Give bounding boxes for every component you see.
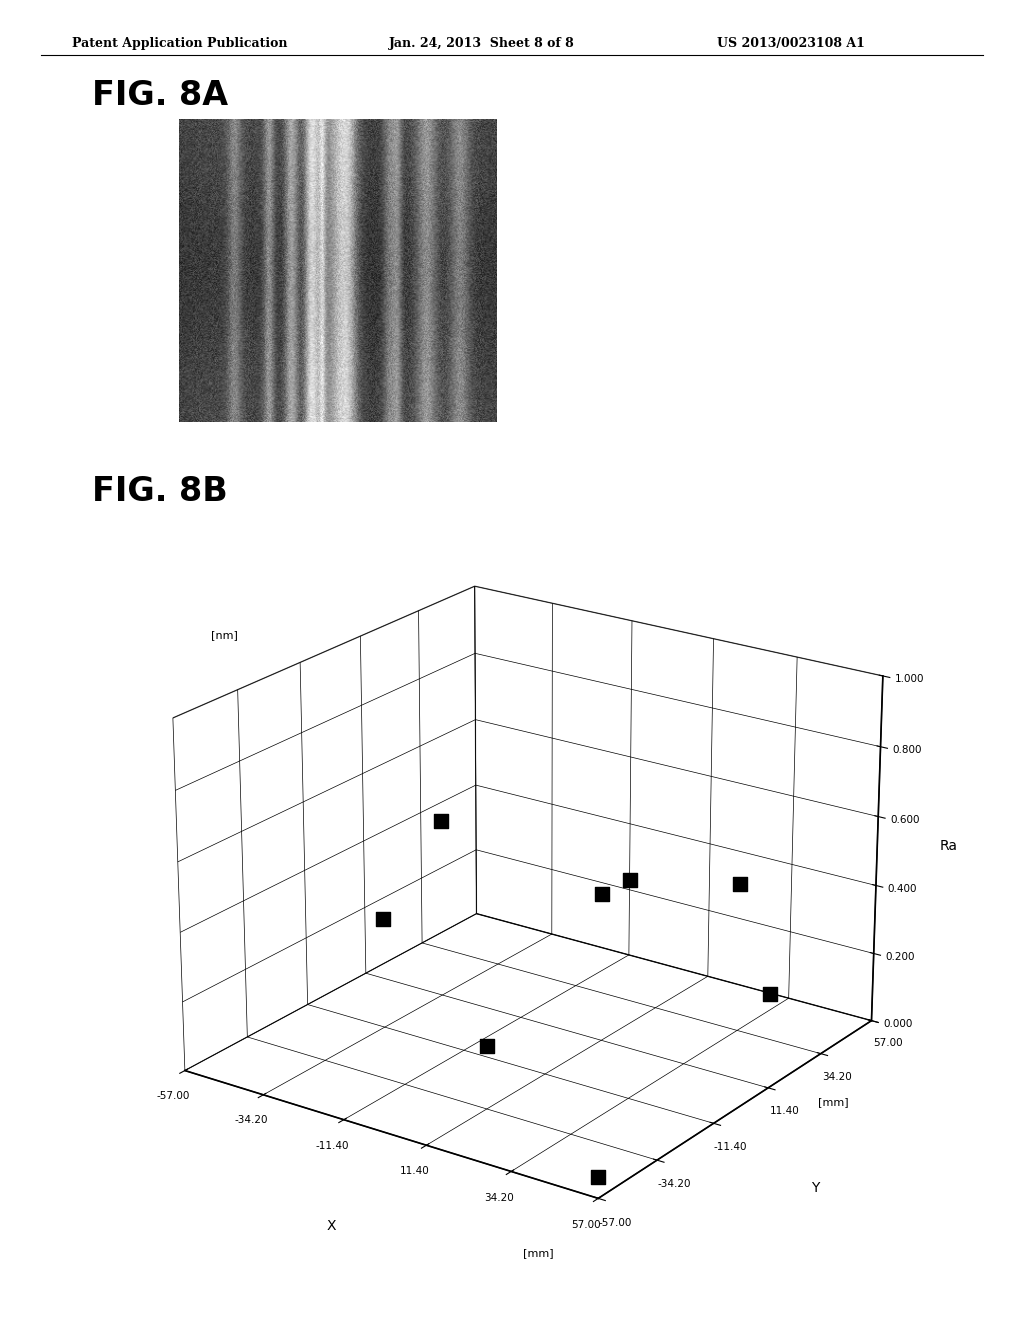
Text: Jan. 24, 2013  Sheet 8 of 8: Jan. 24, 2013 Sheet 8 of 8 — [389, 37, 574, 50]
X-axis label: X: X — [327, 1220, 336, 1233]
Text: 0: 0 — [508, 263, 513, 272]
Text: 0.50: 0.50 — [146, 129, 163, 139]
Text: [nm]: [nm] — [211, 630, 238, 640]
Text: [mm]: [mm] — [818, 1097, 849, 1107]
Text: Patent Application Publication: Patent Application Publication — [72, 37, 287, 50]
Y-axis label: Y: Y — [811, 1181, 819, 1195]
Text: 500: 500 — [451, 432, 465, 441]
Text: FIG. 8A: FIG. 8A — [92, 79, 228, 112]
Text: FIG. 8B: FIG. 8B — [92, 475, 228, 508]
Text: 500: 500 — [294, 421, 308, 430]
Text: 0: 0 — [158, 297, 163, 306]
Text: [mm]: [mm] — [522, 1249, 553, 1258]
Text: [nm]: [nm] — [338, 463, 358, 471]
Text: [nm]: [nm] — [147, 195, 157, 213]
Text: US 2013/0023108 A1: US 2013/0023108 A1 — [717, 37, 864, 50]
